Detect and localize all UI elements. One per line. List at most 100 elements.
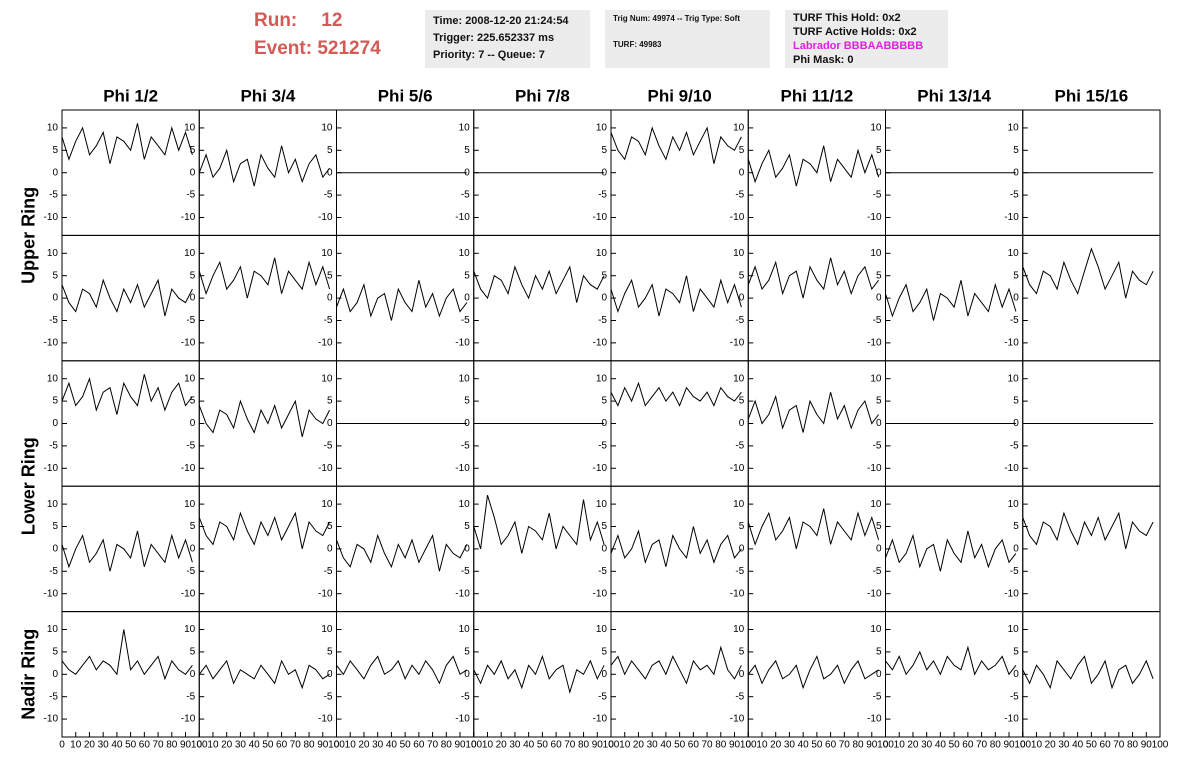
y-tick-label: 5 (464, 521, 470, 532)
y-tick-label: 0 (190, 669, 196, 680)
waveform (1022, 247, 1154, 299)
panel-frame (747, 485, 886, 613)
waveform (747, 508, 880, 550)
y-tick-label: 0 (52, 167, 58, 178)
x-tick-label: 20 (1045, 740, 1057, 751)
panel-frame (473, 234, 612, 362)
waveform (61, 629, 193, 681)
y-tick-label: 5 (190, 647, 196, 658)
y-tick-label: -5 (461, 315, 470, 326)
y-tick-label: -10 (455, 212, 470, 223)
x-tick-label: 100 (877, 740, 894, 751)
y-tick-label: -10 (318, 212, 333, 223)
column-title: Phi 1/2 (103, 86, 158, 105)
y-tick-label: -5 (735, 190, 744, 201)
x-tick-label: 20 (358, 740, 370, 751)
y-tick-label: -5 (1010, 691, 1019, 702)
y-tick-label: 0 (327, 167, 333, 178)
x-tick-label: 20 (496, 740, 508, 751)
y-tick-label: -5 (735, 691, 744, 702)
y-tick-label: 0 (1013, 418, 1019, 429)
run-key: Run: (254, 10, 298, 31)
y-tick-label: 0 (601, 418, 607, 429)
x-tick-label: 40 (249, 740, 261, 751)
panel-frame (610, 360, 749, 487)
y-tick-label: 0 (327, 293, 333, 304)
y-tick-label: 10 (1008, 373, 1020, 384)
turf-box: TURF This Hold: 0x2 TURF Active Holds: 0… (785, 10, 948, 68)
x-tick-label: 70 (427, 740, 439, 751)
y-tick-label: -10 (593, 588, 608, 599)
y-tick-label: 0 (190, 293, 196, 304)
y-tick-label: 5 (52, 270, 58, 281)
waveform (61, 278, 193, 317)
x-tick-label: 80 (303, 740, 315, 751)
x-tick-label: 0 (608, 740, 614, 751)
x-tick-label: 30 (647, 740, 659, 751)
y-tick-label: -10 (730, 588, 745, 599)
y-tick-label: -10 (181, 588, 196, 599)
y-tick-label: 10 (184, 123, 196, 134)
x-tick-label: 10 (756, 740, 768, 751)
y-tick-label: -10 (181, 212, 196, 223)
y-tick-label: 10 (47, 373, 59, 384)
waveform (198, 257, 331, 299)
event-value: 521274 (317, 38, 381, 59)
y-tick-label: -5 (1010, 566, 1019, 577)
y-tick-label: 10 (321, 624, 333, 635)
y-tick-label: -10 (1004, 338, 1019, 349)
waveform (473, 265, 605, 303)
waveform (336, 533, 468, 572)
x-tick-label: 50 (674, 740, 686, 751)
trig-box: Trig Num: 49974 -- Trig Type: Soft TURF:… (605, 10, 770, 68)
y-tick-label: 5 (601, 647, 607, 658)
y-tick-label: 10 (459, 624, 471, 635)
x-tick-label: 40 (111, 740, 123, 751)
panel-frame (747, 360, 886, 487)
x-tick-label: 90 (454, 740, 466, 751)
y-tick-label: 5 (1013, 270, 1019, 281)
x-tick-label: 0 (59, 740, 65, 751)
x-tick-label: 80 (578, 740, 590, 751)
y-tick-label: -10 (867, 338, 882, 349)
x-tick-label: 60 (551, 740, 563, 751)
y-tick-label: 5 (190, 270, 196, 281)
waveform (610, 526, 742, 567)
x-tick-label: 90 (1003, 740, 1015, 751)
time-box: Time: 2008-12-20 21:24:54 Trigger: 225.6… (425, 10, 590, 68)
y-tick-label: -5 (735, 566, 744, 577)
y-tick-label: 5 (739, 521, 745, 532)
y-tick-label: 10 (870, 624, 882, 635)
panel-frame (1022, 234, 1161, 362)
panel-frame (336, 611, 475, 738)
x-tick-label: 50 (811, 740, 823, 751)
x-tick-label: 20 (633, 740, 645, 751)
panel-frame (61, 611, 200, 738)
x-tick-label: 70 (702, 740, 714, 751)
y-tick-label: 5 (327, 521, 333, 532)
y-tick-label: -5 (324, 566, 333, 577)
waveform (198, 511, 331, 550)
y-tick-label: -10 (44, 714, 59, 725)
info-line: Trigger: 225.652337 ms (433, 32, 555, 44)
y-tick-label: -10 (318, 588, 333, 599)
column-title: Phi 15/16 (1055, 86, 1129, 105)
panel-frame (610, 234, 749, 362)
y-tick-label: -10 (730, 212, 745, 223)
event-key: Event: (254, 38, 313, 59)
y-tick-label: -10 (181, 714, 196, 725)
y-tick-label: 0 (327, 544, 333, 555)
y-tick-label: -10 (593, 714, 608, 725)
panel-frame (61, 485, 200, 613)
x-tick-label: 90 (317, 740, 329, 751)
y-tick-label: 0 (464, 544, 470, 555)
x-tick-label: 100 (465, 740, 482, 751)
x-tick-label: 70 (839, 740, 851, 751)
x-tick-label: 70 (976, 740, 988, 751)
y-tick-label: 10 (596, 624, 608, 635)
x-tick-label: 20 (221, 740, 233, 751)
x-tick-label: 40 (386, 740, 398, 751)
waveform (198, 145, 330, 187)
column-title: Phi 9/10 (647, 86, 711, 105)
